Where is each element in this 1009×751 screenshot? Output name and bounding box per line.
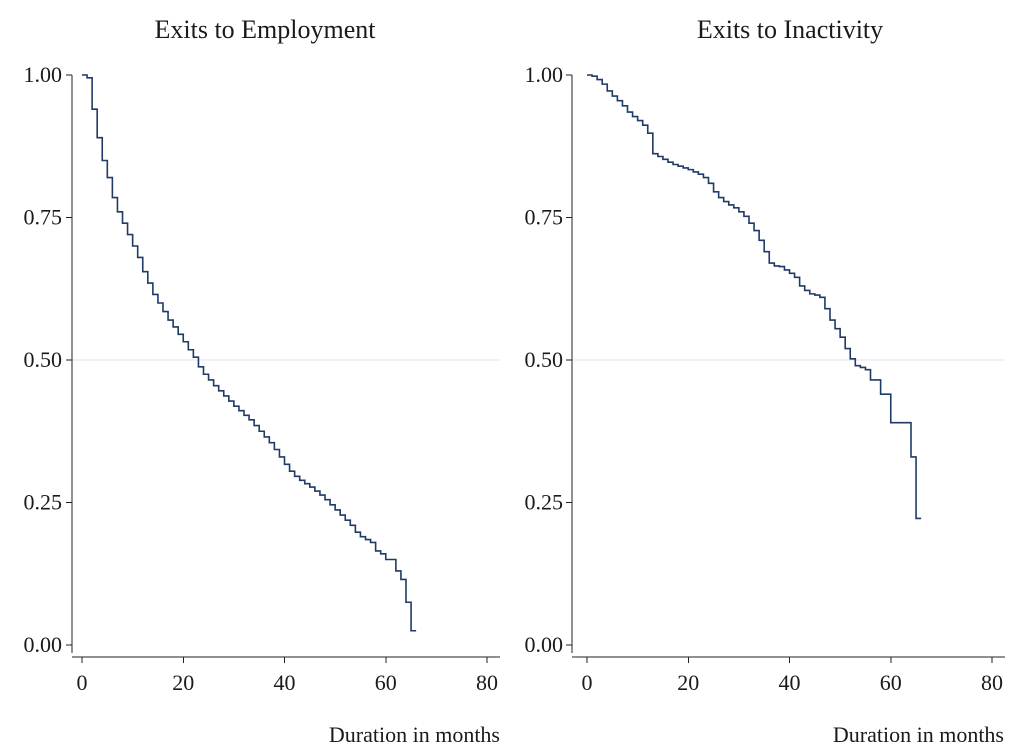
survival-step-line xyxy=(587,74,922,520)
x-tick-label: 0 xyxy=(77,670,88,695)
x-axis-label: Duration in months xyxy=(833,722,1004,747)
y-tick-label: 0.25 xyxy=(24,490,63,515)
y-tick-label: 1.00 xyxy=(525,62,564,87)
y-tick-label: 0.00 xyxy=(24,632,63,657)
y-tick-label: 0.50 xyxy=(24,347,63,372)
x-tick-label: 20 xyxy=(677,670,699,695)
y-tick-label: 1.00 xyxy=(24,62,63,87)
x-tick-label: 20 xyxy=(172,670,194,695)
survival-step-line xyxy=(82,74,417,632)
x-tick-label: 60 xyxy=(375,670,397,695)
panel-exits-to-employment: Exits to Employment Duration in months 0… xyxy=(24,15,500,747)
x-tick-label: 80 xyxy=(476,670,498,695)
panel-exits-to-inactivity: Exits to Inactivity Duration in months 0… xyxy=(525,15,1005,747)
x-tick-label: 0 xyxy=(582,670,593,695)
x-tick-label: 40 xyxy=(274,670,296,695)
panel-title: Exits to Employment xyxy=(155,15,377,44)
x-axis-label: Duration in months xyxy=(329,722,500,747)
x-tick-label: 80 xyxy=(981,670,1003,695)
y-tick-label: 0.00 xyxy=(525,632,564,657)
y-tick-label: 0.25 xyxy=(525,490,564,515)
panel-title: Exits to Inactivity xyxy=(697,15,883,44)
y-tick-label: 0.50 xyxy=(525,347,564,372)
y-tick-label: 0.75 xyxy=(24,205,63,230)
x-tick-label: 40 xyxy=(779,670,801,695)
y-tick-label: 0.75 xyxy=(525,205,564,230)
x-tick-label: 60 xyxy=(880,670,902,695)
